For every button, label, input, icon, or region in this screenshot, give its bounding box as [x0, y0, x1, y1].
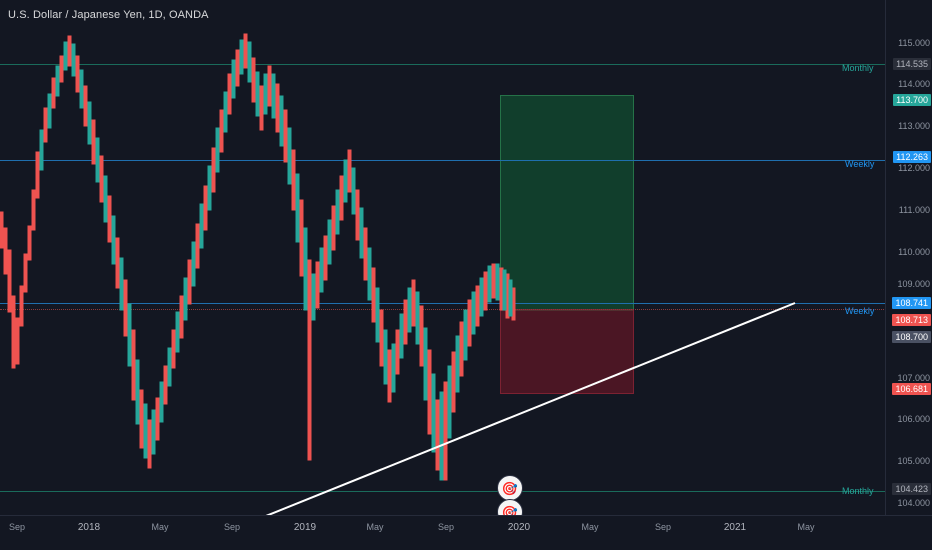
level-tag-monthly-high: Monthly — [842, 63, 874, 73]
level-line-weekly-high — [0, 160, 886, 161]
profit-zone[interactable] — [500, 95, 634, 311]
price-tick-107: 107.000 — [897, 373, 930, 383]
stop-zone[interactable] — [500, 309, 634, 394]
price-label-weekly-low: 108.741 — [892, 297, 931, 309]
level-line-weekly-low — [0, 303, 886, 304]
time-tick-2020: 2020 — [507, 522, 531, 533]
time-tick-2018: 2018 — [77, 522, 101, 533]
price-tick-110: 110.000 — [898, 247, 930, 257]
bullseye-marker-glyph: 🎯 — [501, 504, 519, 517]
level-line-current-price — [0, 309, 886, 310]
price-tick-109: 109.000 — [897, 279, 930, 289]
price-label-stop: 106.681 — [892, 383, 931, 395]
price-tick-114: 114.000 — [898, 79, 930, 89]
dart-marker[interactable]: 🎯 — [497, 475, 523, 501]
price-tick-115: 115.000 — [898, 38, 930, 48]
chart-title: U.S. Dollar / Japanese Yen, 1D, OANDA — [8, 9, 209, 21]
time-tick-may-2019: May — [366, 522, 384, 532]
price-axis[interactable]: 115.000 114.000 113.000 112.000 111.000 … — [885, 0, 932, 516]
price-tick-112: 112.000 — [898, 163, 930, 173]
level-line-monthly-high — [0, 64, 886, 65]
price-tick-105: 105.000 — [897, 456, 930, 466]
time-tick-may-2018: May — [151, 522, 169, 532]
time-tick-2019: 2019 — [293, 522, 317, 533]
price-tick-111: 111.000 — [898, 205, 930, 215]
price-tick-104: 104.000 — [897, 498, 930, 508]
price-tick-113: 113.000 — [898, 121, 930, 131]
price-label-target: 113.700 — [893, 94, 931, 106]
level-line-monthly-low — [0, 491, 886, 492]
price-label-entry: 108.700 — [892, 331, 931, 343]
time-tick-2021: 2021 — [723, 522, 747, 533]
candlestick-series — [0, 33, 516, 481]
level-tag-weekly-low: Weekly — [845, 306, 875, 316]
level-tag-monthly-low: Monthly — [842, 486, 874, 496]
time-tick-may-2021: May — [797, 522, 815, 532]
time-axis[interactable]: Sep 2018 May Sep 2019 May Sep 2020 May S… — [0, 515, 932, 550]
price-tick-106: 106.000 — [897, 414, 930, 424]
price-label-weekly-high: 112.263 — [893, 151, 931, 163]
dart-marker-glyph: 🎯 — [501, 480, 519, 496]
price-label-monthly-low: 104.423 — [892, 483, 931, 495]
price-label-monthly-high: 114.535 — [893, 58, 931, 70]
time-tick-sep-2019: Sep — [437, 522, 455, 532]
bullseye-marker[interactable]: 🎯 — [497, 499, 523, 516]
time-tick-sep-2020: Sep — [654, 522, 672, 532]
time-tick-sep-2018: Sep — [223, 522, 241, 532]
trend-line[interactable] — [0, 0, 886, 516]
plot-area[interactable]: Monthly Weekly Weekly Monthly — [0, 0, 886, 516]
time-tick-may-2020: May — [581, 522, 599, 532]
price-label-last-price: 108.713 — [892, 314, 931, 326]
level-tag-weekly-high: Weekly — [845, 159, 875, 169]
time-tick-sep-2017: Sep — [8, 522, 26, 532]
